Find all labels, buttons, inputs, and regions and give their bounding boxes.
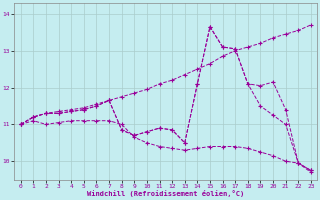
X-axis label: Windchill (Refroidissement éolien,°C): Windchill (Refroidissement éolien,°C): [87, 190, 244, 197]
